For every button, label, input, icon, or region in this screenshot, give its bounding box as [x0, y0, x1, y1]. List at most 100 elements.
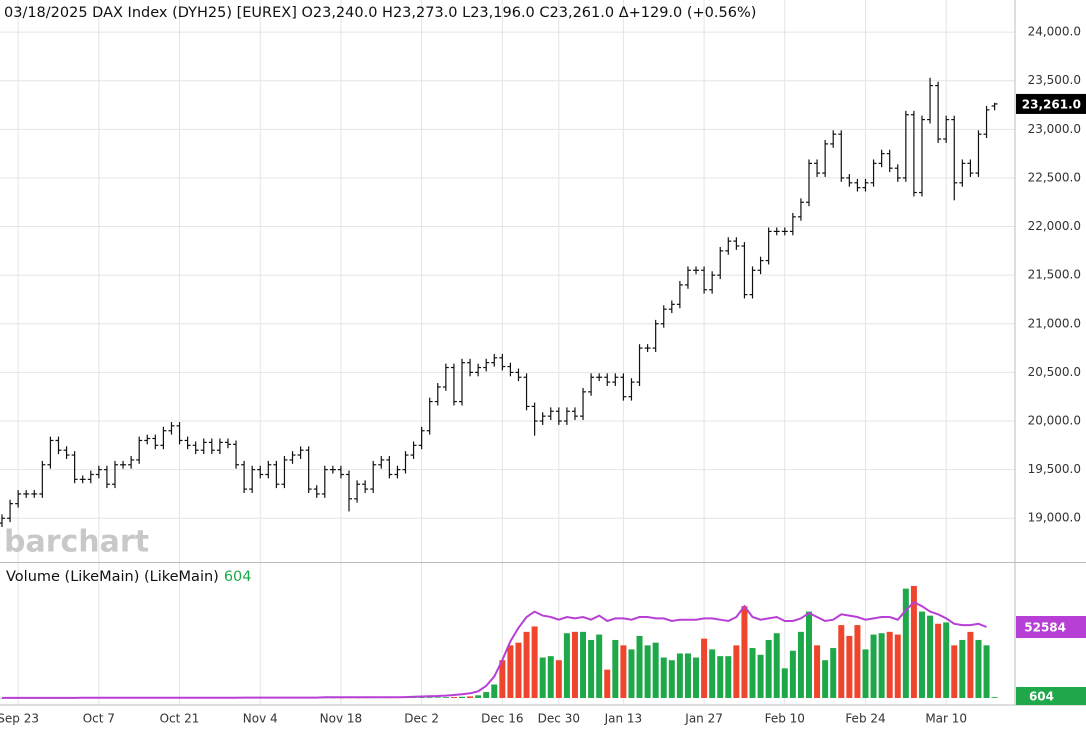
volume-bar — [467, 696, 474, 698]
x-tick-label: Nov 4 — [243, 712, 278, 726]
volume-bar — [862, 649, 869, 698]
volume-last-label: 604 — [1029, 690, 1054, 704]
volume-bar — [507, 645, 514, 698]
volume-bar — [563, 633, 570, 698]
last-price-box — [1016, 93, 1086, 114]
volume-bar — [499, 660, 506, 698]
volume-bar — [789, 650, 796, 698]
volume-bar — [442, 697, 449, 698]
volume-bar — [604, 669, 611, 698]
y-tick-label: 19,500.0 — [1028, 462, 1081, 476]
watermark: barchart — [4, 525, 149, 560]
volume-bar — [596, 634, 603, 698]
y-tick-label: 20,000.0 — [1028, 414, 1081, 428]
volume-bar — [838, 625, 845, 698]
volume-bar — [830, 648, 837, 698]
x-tick-label: Jan 27 — [684, 712, 723, 726]
volume-bar — [620, 645, 627, 698]
volume-bar — [636, 635, 643, 698]
volume-bar — [709, 649, 716, 698]
volume-bar — [846, 635, 853, 698]
volume-bar — [886, 631, 893, 698]
y-tick-label: 24,000.0 — [1028, 25, 1081, 39]
volume-bar — [588, 639, 595, 698]
volume-bar — [418, 697, 425, 698]
volume-bar — [660, 657, 667, 698]
volume-bar — [967, 631, 974, 698]
volume-bar — [717, 656, 724, 698]
volume-bar — [757, 654, 764, 698]
volume-bar — [547, 656, 554, 698]
y-tick-label: 23,500.0 — [1028, 73, 1081, 87]
y-tick-label: 22,000.0 — [1028, 219, 1081, 233]
volume-bar — [450, 697, 457, 698]
volume-bar — [676, 653, 683, 698]
x-tick-label: Dec 30 — [538, 712, 580, 726]
x-tick-label: Mar 10 — [925, 712, 967, 726]
volume-bar — [749, 648, 756, 698]
volume-bar — [539, 657, 546, 698]
volume-average-line — [2, 600, 987, 699]
x-tick-label: Oct 21 — [160, 712, 200, 726]
volume-bar — [426, 697, 433, 698]
x-tick-label: Sep 23 — [0, 712, 39, 726]
volume-bar — [943, 622, 950, 698]
volume-bar — [894, 634, 901, 698]
x-tick-label: Dec 16 — [481, 712, 523, 726]
volume-bar — [902, 588, 909, 698]
volume-bar — [491, 684, 498, 698]
volume-bar — [918, 611, 925, 698]
volume-bar — [668, 660, 675, 698]
volume-bar — [870, 634, 877, 698]
y-tick-label: 19,000.0 — [1028, 511, 1081, 525]
volume-bar — [693, 657, 700, 698]
volume-bar — [814, 645, 821, 698]
volume-last-box — [1016, 687, 1086, 705]
volume-bar — [684, 653, 691, 698]
volume-bar — [951, 645, 958, 698]
volume-bar — [927, 615, 934, 698]
volume-bar — [781, 668, 788, 698]
volume-bar — [515, 642, 522, 698]
volume-bar — [910, 585, 917, 698]
y-tick-label: 23,000.0 — [1028, 122, 1081, 136]
volume-bar — [822, 660, 829, 698]
y-tick-label: 21,500.0 — [1028, 268, 1081, 282]
volume-bar — [725, 656, 732, 698]
volume-bar — [555, 660, 562, 698]
volume-bar — [959, 639, 966, 698]
volume-bar — [571, 631, 578, 698]
volume-bar — [701, 638, 708, 698]
volume-title: Volume (LikeMain) (LikeMain) — [6, 569, 219, 585]
volume-bar — [652, 642, 659, 698]
volume-bar — [628, 649, 635, 698]
y-tick-label: 22,500.0 — [1028, 170, 1081, 184]
volume-bar — [523, 631, 530, 698]
volume-bar — [531, 626, 538, 698]
volume-bar — [773, 633, 780, 698]
y-tick-label: 20,500.0 — [1028, 365, 1081, 379]
volume-bar — [991, 697, 998, 698]
volume-title-value: 604 — [224, 569, 252, 585]
volume-bar — [878, 633, 885, 698]
x-tick-label: Feb 24 — [845, 712, 885, 726]
volume-bar — [854, 625, 861, 698]
x-tick-label: Oct 7 — [83, 712, 115, 726]
marks — [0, 77, 998, 699]
x-tick-label: Jan 13 — [604, 712, 643, 726]
x-tick-label: Nov 18 — [320, 712, 363, 726]
y-tick-label: 21,000.0 — [1028, 316, 1081, 330]
x-tick-label: Feb 10 — [765, 712, 805, 726]
volume-bar — [797, 631, 804, 698]
volume-bar — [458, 696, 465, 698]
volume-bar — [733, 645, 740, 698]
grid — [0, 0, 1015, 705]
volume-bar — [765, 639, 772, 698]
average-last-label: 52584 — [1024, 621, 1066, 635]
volume-bar — [741, 606, 748, 698]
volume-bar — [935, 623, 942, 698]
volume-bar — [475, 695, 482, 698]
average-last-box — [1016, 616, 1086, 639]
volume-bar — [580, 631, 587, 698]
